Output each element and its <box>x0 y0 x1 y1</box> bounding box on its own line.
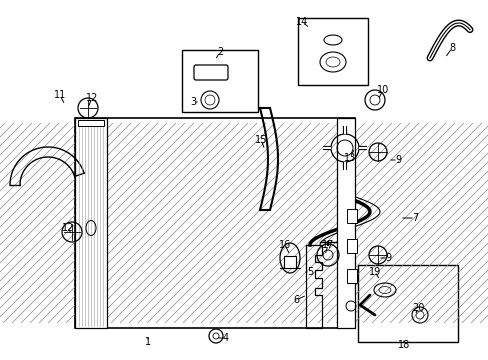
Text: 4: 4 <box>223 333 228 343</box>
Text: 14: 14 <box>295 17 307 27</box>
Bar <box>346 269 356 283</box>
Bar <box>336 118 354 328</box>
Text: 20: 20 <box>411 303 423 313</box>
Text: 9: 9 <box>384 253 390 263</box>
Text: 19: 19 <box>368 267 380 277</box>
Text: 18: 18 <box>397 340 409 350</box>
Text: 17: 17 <box>321 240 333 250</box>
Bar <box>284 256 295 268</box>
Text: 12: 12 <box>61 223 74 233</box>
Text: 13: 13 <box>343 153 355 163</box>
FancyBboxPatch shape <box>194 65 227 80</box>
Text: 5: 5 <box>306 267 312 277</box>
Text: 8: 8 <box>448 43 454 53</box>
Text: 9: 9 <box>394 155 400 165</box>
Bar <box>346 209 356 223</box>
Bar <box>78 120 104 126</box>
Text: 10: 10 <box>376 85 388 95</box>
Bar <box>75 118 354 328</box>
Text: 3: 3 <box>189 97 196 107</box>
Bar <box>297 18 367 85</box>
Text: 2: 2 <box>217 47 223 57</box>
Bar <box>182 50 258 112</box>
Bar <box>75 118 107 328</box>
Text: 12: 12 <box>85 93 98 103</box>
Text: 6: 6 <box>292 295 299 305</box>
Bar <box>357 265 457 342</box>
Text: 1: 1 <box>144 337 151 347</box>
Text: 11: 11 <box>54 90 66 100</box>
Bar <box>346 239 356 253</box>
Text: 15: 15 <box>254 135 266 145</box>
Text: 7: 7 <box>411 213 417 223</box>
Text: 16: 16 <box>278 240 290 250</box>
